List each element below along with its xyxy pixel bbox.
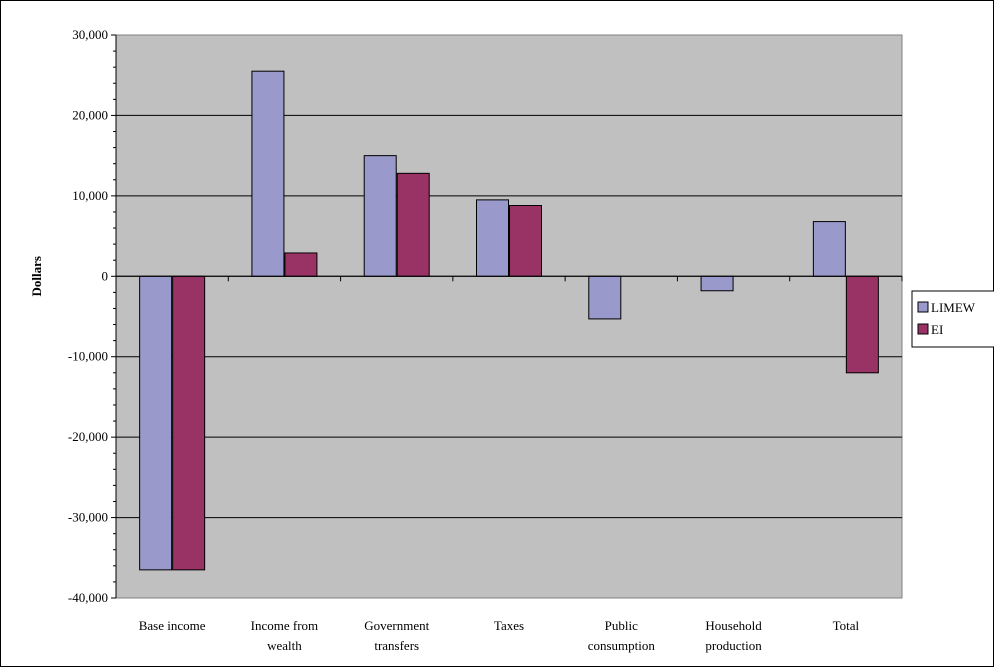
x-category-label: Government <box>364 618 429 633</box>
x-category-label: Taxes <box>494 618 524 633</box>
x-category-label: Household <box>705 618 762 633</box>
legend: LIMEW EI <box>911 290 994 348</box>
x-category-label: Income from <box>251 618 319 633</box>
x-category-label: Public <box>605 618 638 633</box>
axes <box>111 34 903 599</box>
y-tick-label: -10,000 <box>68 349 108 364</box>
x-category-label: Base income <box>139 618 206 633</box>
x-category-label: Total <box>833 618 860 633</box>
x-category-label: production <box>705 638 762 653</box>
bar-limew-5 <box>700 275 734 292</box>
plot-area <box>115 34 903 599</box>
y-tick-label: -30,000 <box>68 510 108 525</box>
bar-limew-3 <box>476 199 509 277</box>
bars <box>139 70 879 571</box>
bar-ei-1 <box>284 252 318 277</box>
x-category-labels: Base income Income from wealth Government tr… <box>139 618 860 653</box>
bar-limew-1 <box>251 70 285 277</box>
y-tick-label: 10,000 <box>72 188 108 203</box>
legend-swatch-ei <box>917 323 929 335</box>
plot-background <box>115 34 903 599</box>
x-category-label: transfers <box>374 638 419 653</box>
x-category-label: wealth <box>267 638 302 653</box>
bar-ei-6 <box>845 275 879 374</box>
legend-box <box>911 290 994 348</box>
y-tick-label: -20,000 <box>68 429 108 444</box>
bar-limew-6 <box>812 221 846 277</box>
bar-limew-4 <box>588 275 622 320</box>
bar-ei-3 <box>509 205 542 277</box>
y-tick-label: -40,000 <box>68 590 108 605</box>
legend-swatch-limew <box>917 301 929 313</box>
y-tick-label: 20,000 <box>72 107 108 122</box>
bar-limew-2 <box>363 155 397 277</box>
x-category-label: consumption <box>588 638 656 653</box>
bar-limew-0 <box>139 275 173 571</box>
y-tick-label: 0 <box>102 268 109 283</box>
y-tick-label: 30,000 <box>72 27 108 42</box>
y-tick-labels: 30,000 20,000 10,000 0 -10,000 -20,000 -30,000… <box>68 27 108 605</box>
bar-ei-0 <box>172 275 206 571</box>
y-axis-title: Dollars <box>29 256 44 296</box>
bar-ei-2 <box>396 172 430 277</box>
legend-label-limew: LIMEW <box>931 300 976 315</box>
legend-label-ei: EI <box>931 322 943 337</box>
